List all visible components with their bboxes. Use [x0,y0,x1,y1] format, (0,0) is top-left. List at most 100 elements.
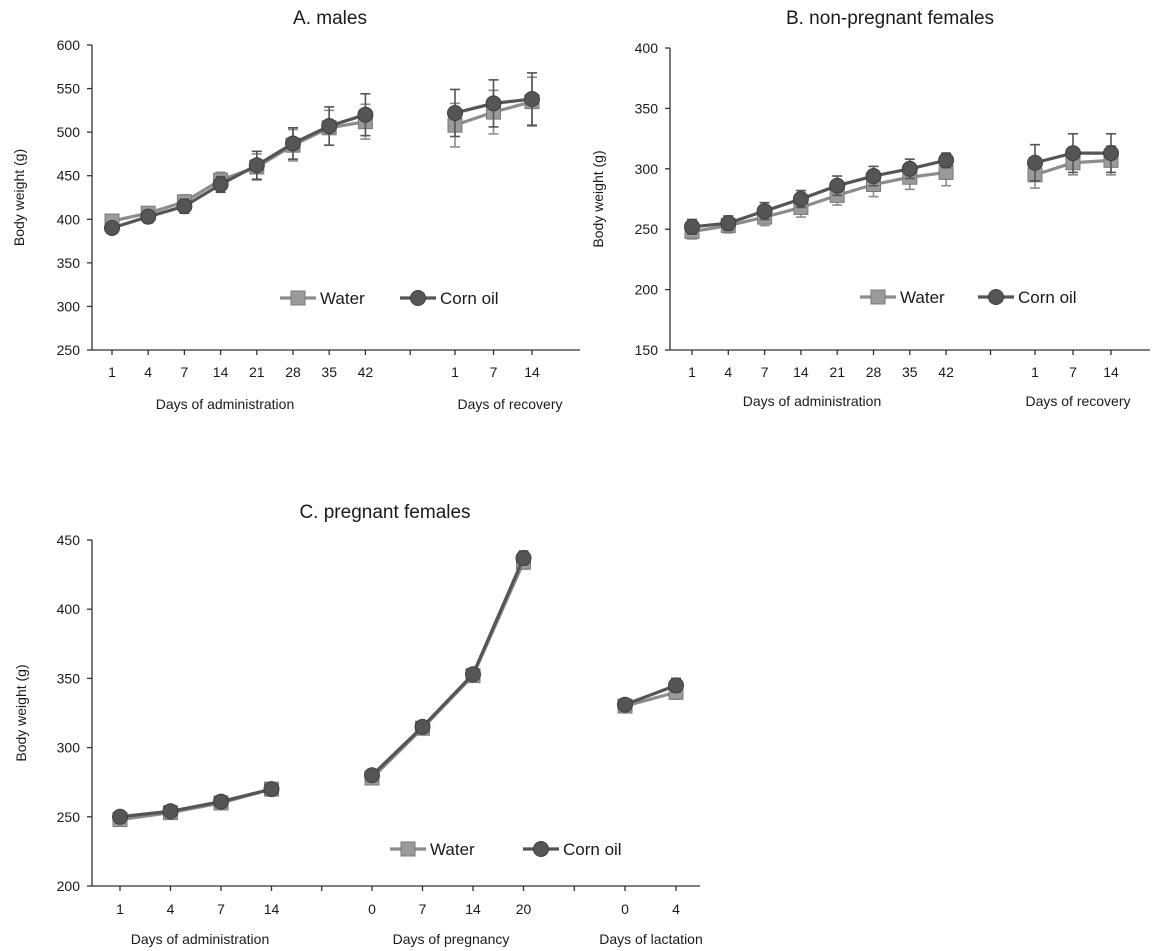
x-tick-label: 7 [1069,364,1077,380]
x-tick-label: 14 [465,901,481,917]
x-tick-label: 14 [264,901,280,917]
data-point [447,104,463,121]
data-point [720,215,737,232]
y-tick-label: 300 [635,161,659,177]
y-tick-label: 250 [635,221,659,237]
chart-title: C. pregnant females [299,502,470,523]
data-point [112,808,128,825]
x-tick-label: 4 [672,901,680,917]
x-tick-label: 42 [358,364,374,380]
legend-label: Corn oil [1018,288,1077,307]
x-tick-label: 42 [938,364,954,380]
data-point [938,152,955,169]
y-axis-label: Body weight (g) [13,664,29,761]
x-tick-label: 0 [368,901,376,917]
x-tick-label: 4 [724,364,732,380]
chart-title: A. males [293,8,367,29]
x-tick-label: 35 [321,364,337,380]
legend-label: Water [900,288,945,307]
y-tick-label: 400 [57,601,81,617]
legend-marker [533,841,549,857]
x-group-label: Days of recovery [1025,393,1130,409]
data-point [176,198,193,215]
x-tick-label: 28 [866,364,882,380]
data-point [213,793,229,810]
series-water [104,76,540,229]
y-tick-label: 350 [57,255,81,271]
x-tick-label: 14 [793,364,809,380]
legend-label: Corn oil [440,289,499,308]
x-tick-label: 7 [419,901,427,917]
y-tick-label: 400 [57,211,81,227]
x-tick-label: 4 [167,901,175,917]
y-tick-label: 150 [635,342,659,358]
x-tick-label: 14 [213,364,229,380]
series-line [370,557,525,777]
legend-marker [400,841,416,857]
y-tick-label: 250 [57,809,81,825]
data-point [465,666,481,683]
series-corn-oil [104,72,540,236]
x-tick-label: 14 [1103,364,1119,380]
y-axis-label: Body weight (g) [590,150,606,247]
chart-title: B. non-pregnant females [786,8,994,29]
x-tick-label: 1 [116,901,124,917]
legend-label: Corn oil [563,840,622,859]
data-point [212,176,229,193]
data-point [515,549,532,566]
data-point [524,91,540,108]
data-point [756,203,773,220]
series-line [624,683,677,707]
data-point [162,803,179,820]
data-point [104,220,120,236]
x-group-label: Days of administration [156,396,295,412]
series-line [119,787,272,819]
x-tick-label: 1 [451,364,459,380]
data-point [321,118,338,135]
data-point [684,218,700,235]
series-corn-oil [684,132,1119,235]
x-group-label: Days of administration [131,931,270,947]
data-point [285,135,301,152]
y-tick-label: 450 [57,532,81,548]
legend: Water Corn oil [280,289,499,308]
y-tick-label: 600 [57,37,81,53]
x-tick-label: 1 [688,364,696,380]
x-tick-label: 7 [181,364,189,380]
y-tick-label: 300 [57,298,81,314]
x-tick-label: 4 [144,364,152,380]
x-group-label: Days of administration [743,393,882,409]
x-tick-label: 1 [1031,364,1039,380]
data-point [140,208,157,225]
data-point [414,718,431,735]
series-water [112,554,684,828]
data-point [248,157,265,174]
legend-label: Water [430,840,475,859]
y-tick-label: 450 [57,168,81,184]
data-point [668,677,684,694]
x-tick-label: 14 [524,364,540,380]
x-tick-label: 21 [829,364,845,380]
legend-marker [870,289,886,305]
data-point [901,160,918,177]
y-tick-label: 200 [635,282,659,298]
y-tick-label: 350 [635,100,659,116]
chart-b: B. non-pregnant females 150 200 250 300 350 40… [590,8,1150,409]
x-group-label: Days of lactation [599,931,703,947]
legend-label: Water [320,289,365,308]
y-tick-label: 200 [57,878,81,894]
y-tick-label: 500 [57,124,81,140]
x-tick-label: 35 [902,364,918,380]
chart-a: A. males 250 300 350 400 450 500 550 600 Body wei… [11,8,580,412]
y-tick-label: 400 [635,40,659,56]
legend-marker [410,290,426,306]
y-axis-label: Body weight (g) [11,149,27,246]
data-point [829,177,846,194]
y-tick-label: 350 [57,670,81,686]
x-tick-label: 7 [761,364,769,380]
x-tick-label: 21 [249,364,265,380]
series-corn-oil [112,549,684,825]
data-point [865,168,882,185]
y-tick-label: 550 [57,81,81,97]
legend-marker [988,289,1004,305]
